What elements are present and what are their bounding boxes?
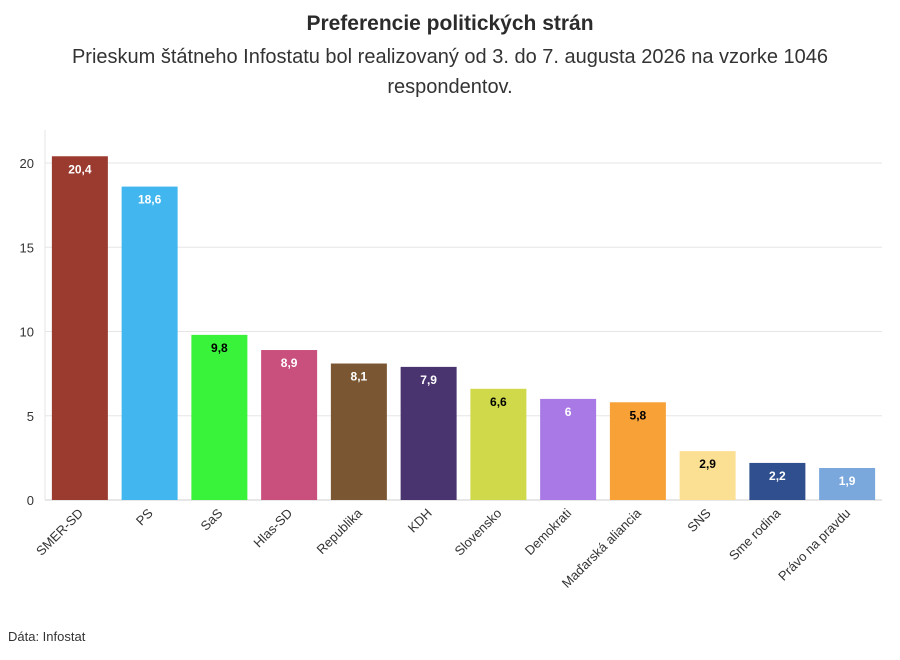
bar bbox=[51, 156, 108, 500]
y-tick-label: 20 bbox=[20, 156, 34, 171]
bar bbox=[191, 334, 248, 500]
y-tick-label: 10 bbox=[20, 325, 34, 340]
y-tick-label: 15 bbox=[20, 240, 34, 255]
bars-layer: 20,4 18,6 9,8 8,9 8,1 7,9 6,6 6 5,8 2,9 2,2 1,9 bbox=[51, 156, 876, 500]
data-label: 20,4 bbox=[68, 162, 92, 176]
bar bbox=[819, 467, 876, 500]
data-label: 6 bbox=[565, 405, 572, 419]
bar bbox=[749, 462, 806, 500]
grid-layer bbox=[45, 162, 882, 501]
data-label: 18,6 bbox=[138, 193, 162, 207]
data-label: 7,9 bbox=[420, 373, 437, 387]
x-tick-label: Sme rodina bbox=[726, 505, 784, 563]
x-tick-label: PS bbox=[133, 505, 156, 528]
bar bbox=[470, 388, 527, 500]
bar bbox=[330, 363, 387, 500]
bar bbox=[400, 366, 457, 500]
data-label: 8,1 bbox=[351, 370, 368, 384]
y-tick-label: 0 bbox=[27, 493, 34, 508]
data-label: 6,6 bbox=[490, 395, 507, 409]
data-source: Dáta: Infostat bbox=[8, 629, 86, 644]
data-label: 2,2 bbox=[769, 469, 786, 483]
bar bbox=[679, 451, 736, 500]
x-tick-label: SMER-SD bbox=[33, 506, 86, 559]
x-tick-label: Republika bbox=[313, 505, 365, 557]
x-tick-label: Slovensko bbox=[451, 506, 504, 559]
data-label: 5,8 bbox=[630, 408, 647, 422]
x-axis: SMER-SD PS SaS Hlas-SD Republika KDH Slovensko… bbox=[33, 505, 853, 591]
y-tick-label: 5 bbox=[27, 409, 34, 424]
bar bbox=[261, 350, 318, 500]
chart-title: Preferencie politických strán bbox=[306, 12, 594, 35]
y-axis: 0 5 10 15 20 bbox=[20, 130, 46, 508]
x-tick-label: Hlas-SD bbox=[250, 506, 295, 551]
x-tick-label: SNS bbox=[684, 505, 714, 535]
x-tick-label: KDH bbox=[405, 506, 435, 536]
data-label: 2,9 bbox=[699, 457, 716, 471]
x-tick-label: SaS bbox=[198, 505, 226, 533]
chart-subtitle: Prieskum štátneho Infostatu bol realizov… bbox=[71, 46, 829, 98]
x-tick-label: Právo na pravdu bbox=[775, 506, 853, 584]
data-label: 1,9 bbox=[839, 474, 856, 488]
bar bbox=[540, 398, 597, 500]
x-tick-label: Demokrati bbox=[522, 505, 575, 558]
data-label: 8,9 bbox=[281, 356, 298, 370]
data-label: 9,8 bbox=[211, 341, 228, 355]
bar bbox=[609, 402, 666, 500]
bar bbox=[121, 186, 178, 500]
